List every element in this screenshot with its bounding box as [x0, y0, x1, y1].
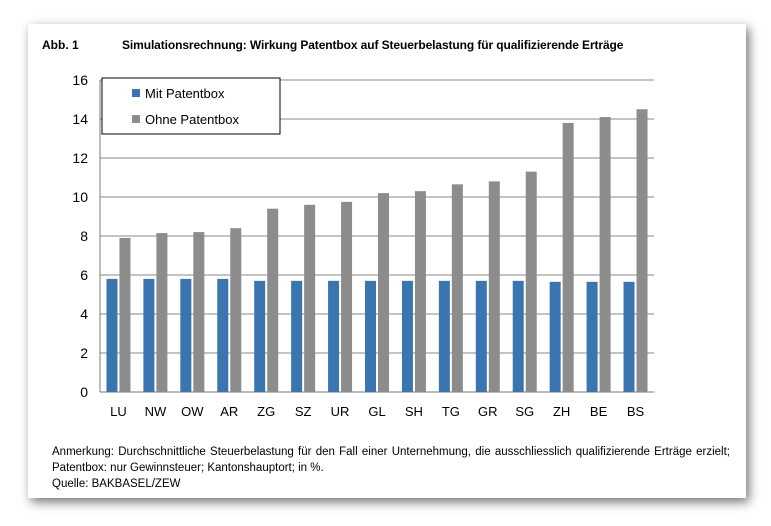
bar-ohne-patentbox-zh: [562, 122, 574, 393]
bar-mit-patentbox-lu: [106, 278, 118, 392]
bar-mit-patentbox-zg: [254, 280, 266, 392]
x-tick-label: OW: [181, 404, 204, 419]
x-tick-label: ZH: [553, 404, 570, 419]
bar-ohne-patentbox-lu: [119, 237, 131, 392]
bar-ohne-patentbox-sz: [304, 204, 316, 392]
bar-mit-patentbox-be: [586, 281, 598, 392]
figure-footer: Anmerkung: Durchschnittliche Steuerbelas…: [52, 444, 730, 492]
x-tick-label: AR: [220, 404, 238, 419]
y-tick-label: 10: [72, 189, 88, 205]
x-tick-label: GL: [368, 404, 385, 419]
x-tick-label: SZ: [295, 404, 312, 419]
x-tick-label: SH: [405, 404, 423, 419]
x-tick-label: UR: [331, 404, 350, 419]
bar-chart: 0 2 4 6 8 10 12 14 16 LU NW OW AR ZG SZ UR GL SH TG GR SG ZH B…: [72, 72, 654, 419]
y-tick-label: 6: [80, 267, 88, 283]
x-tick-label: BE: [590, 404, 608, 419]
bar-ohne-patentbox-ur: [341, 201, 353, 392]
bar-mit-patentbox-ar: [217, 278, 229, 392]
bar-mit-patentbox-nw: [143, 278, 155, 392]
x-tick-label: SG: [515, 404, 534, 419]
bar-ohne-patentbox-nw: [156, 233, 168, 392]
x-tick-label: GR: [478, 404, 498, 419]
y-tick-label: 8: [80, 228, 88, 244]
figure-frame: Abb. 1 Simulationsrechnung: Wirkung Pate…: [28, 24, 746, 498]
chart-title: Simulationsrechnung: Wirkung Patentbox a…: [122, 38, 624, 52]
x-tick-label: NW: [145, 404, 167, 419]
x-tick-label: TG: [442, 404, 460, 419]
bar-ohne-patentbox-sh: [414, 191, 426, 392]
bar-mit-patentbox-bs: [623, 281, 635, 392]
bar-mit-patentbox-tg: [438, 280, 450, 392]
bar-ohne-patentbox-zg: [267, 208, 279, 392]
bar-mit-patentbox-sh: [401, 280, 413, 392]
bar-ohne-patentbox-be: [599, 117, 611, 393]
x-tick-label: BS: [627, 404, 645, 419]
y-tick-label: 0: [80, 384, 88, 400]
x-tick-label: ZG: [257, 404, 275, 419]
bar-ohne-patentbox-sg: [525, 171, 537, 392]
bar-ohne-patentbox-ar: [230, 228, 242, 392]
figure-label: Abb. 1: [42, 38, 79, 52]
y-tick-label: 14: [72, 111, 88, 127]
legend-swatch: [132, 89, 140, 97]
y-tick-label: 2: [80, 345, 88, 361]
legend-label: Mit Patentbox: [145, 86, 225, 101]
bar-ohne-patentbox-gl: [378, 193, 389, 392]
legend-label: Ohne Patentbox: [145, 112, 239, 127]
y-tick-label: 16: [72, 72, 88, 88]
legend-box: [101, 77, 281, 135]
y-tick-label: 4: [80, 306, 88, 322]
bar-mit-patentbox-gr: [475, 280, 487, 392]
footnote: Anmerkung: Durchschnittliche Steuerbelas…: [52, 446, 730, 474]
bar-ohne-patentbox-gr: [488, 181, 500, 392]
x-tick-label: LU: [110, 404, 127, 419]
bar-ohne-patentbox-tg: [451, 184, 463, 392]
bar-mit-patentbox-zh: [549, 281, 561, 392]
bar-mit-patentbox-gl: [365, 280, 376, 392]
y-tick-label: 12: [72, 150, 88, 166]
bar-mit-patentbox-sg: [512, 280, 524, 392]
legend-swatch: [132, 115, 140, 123]
bar-mit-patentbox-ur: [328, 280, 340, 392]
bar-mit-patentbox-sz: [291, 280, 303, 392]
source-line: Quelle: BAKBASEL/ZEW: [52, 478, 181, 490]
bar-mit-patentbox-ow: [180, 278, 192, 392]
bar-ohne-patentbox-bs: [636, 109, 648, 392]
bar-ohne-patentbox-ow: [193, 232, 205, 392]
